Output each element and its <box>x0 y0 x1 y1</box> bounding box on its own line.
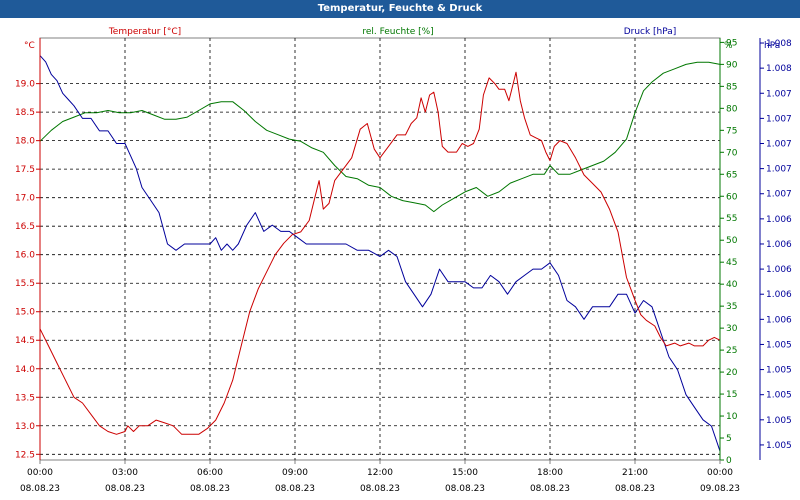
pressure-tick-label: 1.007 <box>766 140 792 150</box>
humidity-tick-label: 80 <box>726 104 738 114</box>
pressure-tick-label: 1.005 <box>766 416 792 426</box>
temperature-tick-label: 17.5 <box>15 165 35 175</box>
humidity-tick-label: 30 <box>726 324 738 334</box>
temperature-tick-label: 17.0 <box>15 194 35 204</box>
x-tick-time-label: 09:00 <box>282 468 308 478</box>
temperature-tick-label: 15.5 <box>15 279 35 289</box>
pressure-tick-label: 1.006 <box>766 290 792 300</box>
pressure-tick-label: 1.005 <box>766 366 792 376</box>
pressure-tick-label: 1.007 <box>766 114 792 124</box>
humidity-axis-label: rel. Feuchte [%] <box>362 27 433 37</box>
humidity-tick-label: 25 <box>726 346 737 356</box>
pressure-tick-label: 1.005 <box>766 441 792 451</box>
x-tick-date-label: 08.08.23 <box>360 484 400 494</box>
x-tick-date-label: 09.08.23 <box>700 484 740 494</box>
humidity-tick-label: 90 <box>726 60 738 70</box>
humidity-tick-label: 60 <box>726 192 738 202</box>
humidity-tick-label: 40 <box>726 280 738 290</box>
humidity-tick-label: 65 <box>726 170 737 180</box>
humidity-tick-label: 50 <box>726 236 738 246</box>
x-tick-time-label: 18:00 <box>537 468 563 478</box>
temperature-tick-label: 15.0 <box>15 308 35 318</box>
pressure-tick-label: 1.005 <box>766 340 792 350</box>
pressure-tick-label: 1.008 <box>766 39 792 49</box>
humidity-tick-label: 45 <box>726 258 737 268</box>
temperature-tick-label: 12.5 <box>15 450 35 460</box>
humidity-tick-label: 70 <box>726 148 738 158</box>
x-tick-time-label: 15:00 <box>452 468 478 478</box>
pressure-tick-label: 1.006 <box>766 240 792 250</box>
x-tick-time-label: 00:00 <box>707 468 733 478</box>
chart: 12.5 13.0 13.5 14.0 14.5 15.0 15.5 16.0 16.5 17.0… <box>15 27 792 494</box>
humidity-tick-label: 85 <box>726 82 737 92</box>
temperature-tick-label: 18.5 <box>15 108 35 118</box>
pressure-tick-label: 1.007 <box>766 165 792 175</box>
humidity-tick-label: 10 <box>726 412 738 422</box>
pressure-axis-label: Druck [hPa] <box>624 27 677 37</box>
axis-layer: 12.5 13.0 13.5 14.0 14.5 15.0 15.5 16.0 16.5 17.0… <box>15 38 792 494</box>
x-tick-time-label: 21:00 <box>622 468 648 478</box>
chart-grid <box>39 37 721 461</box>
humidity-tick-label: 95 <box>726 38 737 48</box>
humidity-tick-label: 35 <box>726 302 737 312</box>
x-tick-date-label: 08.08.23 <box>190 484 230 494</box>
temperature-tick-label: 19.0 <box>15 80 35 90</box>
x-tick-time-label: 06:00 <box>197 468 223 478</box>
humidity-tick-label: 20 <box>726 368 738 378</box>
pressure-tick-label: 1.008 <box>766 64 792 74</box>
x-tick-time-label: 03:00 <box>112 468 138 478</box>
humidity-series-line <box>39 61 721 213</box>
temperature-tick-label: 13.5 <box>15 393 35 403</box>
x-tick-date-label: 08.08.23 <box>530 484 570 494</box>
pressure-tick-label: 1.007 <box>766 190 792 200</box>
temperature-series-line <box>39 71 721 435</box>
temperature-unit-label: °C <box>24 41 35 51</box>
humidity-tick-label: 55 <box>726 214 737 224</box>
humidity-tick-label: 0 <box>726 456 732 466</box>
x-tick-time-label: 00:00 <box>27 468 53 478</box>
pressure-tick-label: 1.006 <box>766 315 792 325</box>
x-tick-date-label: 08.08.23 <box>275 484 315 494</box>
humidity-tick-label: 75 <box>726 126 737 136</box>
chart-title: Temperatur, Feuchte & Druck <box>0 0 800 18</box>
x-tick-date-label: 08.08.23 <box>445 484 485 494</box>
pressure-tick-label: 1.006 <box>766 215 792 225</box>
series-layer <box>39 55 721 452</box>
temperature-tick-label: 18.0 <box>15 137 35 147</box>
pressure-series-line <box>39 55 721 452</box>
temperature-tick-label: 14.5 <box>15 336 35 346</box>
pressure-unit-label: hPa <box>764 41 780 51</box>
humidity-tick-label: 15 <box>726 390 737 400</box>
temperature-tick-label: 16.0 <box>15 251 35 261</box>
pressure-tick-label: 1.007 <box>766 89 792 99</box>
x-tick-date-label: 08.08.23 <box>20 484 60 494</box>
temperature-tick-label: 13.0 <box>15 422 35 432</box>
x-tick-date-label: 08.08.23 <box>615 484 655 494</box>
temperature-tick-label: 14.0 <box>15 365 35 375</box>
pressure-tick-label: 1.006 <box>766 265 792 275</box>
x-tick-time-label: 12:00 <box>367 468 393 478</box>
humidity-tick-label: 5 <box>726 434 732 444</box>
temperature-tick-label: 16.5 <box>15 222 35 232</box>
x-tick-date-label: 08.08.23 <box>105 484 145 494</box>
temperature-axis-label: Temperatur [°C] <box>108 27 181 37</box>
humidity-unit-label: % <box>724 41 733 51</box>
pressure-tick-label: 1.005 <box>766 391 792 401</box>
